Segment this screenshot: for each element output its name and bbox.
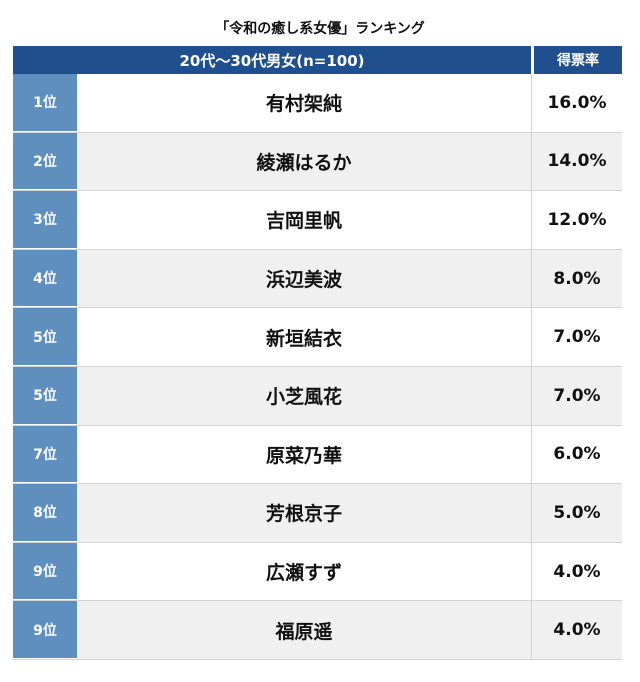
name-cell: 福原遥	[77, 601, 531, 659]
column-divider	[531, 542, 532, 601]
rank-cell: 4位	[13, 249, 77, 308]
column-divider	[531, 366, 532, 425]
name-cell: 綾瀬はるか	[77, 132, 531, 191]
rate-cell: 14.0%	[532, 132, 622, 191]
rate-cell: 12.0%	[532, 191, 622, 249]
rate-cell: 7.0%	[532, 366, 622, 425]
ranking-table: 20代〜30代男女(n=100) 得票率 1位 有村架純 16.0% 2位 綾瀬はるか 1…	[13, 46, 622, 660]
table-row: 2位 綾瀬はるか 14.0%	[13, 132, 622, 192]
rate-cell: 4.0%	[532, 542, 622, 601]
rank-cell: 9位	[13, 601, 77, 659]
table-row: 9位 福原遥 4.0%	[13, 601, 622, 660]
table-row: 8位 芳根京子 5.0%	[13, 484, 622, 543]
column-divider	[531, 249, 532, 308]
rank-cell: 2位	[13, 132, 77, 191]
column-divider	[531, 308, 532, 366]
name-cell: 芳根京子	[77, 484, 531, 542]
rank-cell: 8位	[13, 484, 77, 542]
header-rate: 得票率	[534, 46, 622, 74]
column-divider	[531, 132, 532, 191]
rate-cell: 8.0%	[532, 249, 622, 308]
name-cell: 小芝風花	[77, 366, 531, 425]
rank-cell: 3位	[13, 191, 77, 249]
rank-cell: 5位	[13, 366, 77, 425]
rate-cell: 16.0%	[532, 74, 622, 132]
name-cell: 吉岡里帆	[77, 191, 531, 249]
rank-cell: 9位	[13, 542, 77, 601]
table-row: 5位 小芝風花 7.0%	[13, 366, 622, 426]
chart-title: 「令和の癒し系女優」ランキング	[215, 21, 425, 37]
rate-cell: 7.0%	[532, 308, 622, 366]
rate-cell: 4.0%	[532, 601, 622, 659]
name-cell: 広瀬すず	[77, 542, 531, 601]
table-row: 7位 原菜乃華 6.0%	[13, 425, 622, 485]
column-divider	[531, 74, 532, 132]
rank-cell: 7位	[13, 425, 77, 484]
name-cell: 新垣結衣	[77, 308, 531, 366]
table-row: 3位 吉岡里帆 12.0%	[13, 191, 622, 250]
name-cell: 有村架純	[77, 74, 531, 132]
rate-cell: 5.0%	[532, 484, 622, 542]
column-divider	[531, 601, 532, 659]
table-row: 1位 有村架純 16.0%	[13, 74, 622, 133]
header-divider	[531, 46, 534, 74]
rank-cell: 5位	[13, 308, 77, 366]
name-cell: 浜辺美波	[77, 249, 531, 308]
table-body: 1位 有村架純 16.0% 2位 綾瀬はるか 14.0% 3位 吉岡里帆 12.0% 4位 浜辺美波…	[13, 74, 622, 660]
table-row: 5位 新垣結衣 7.0%	[13, 308, 622, 367]
rank-cell: 1位	[13, 74, 77, 132]
table-header: 20代〜30代男女(n=100) 得票率	[13, 46, 622, 74]
table-row: 9位 広瀬すず 4.0%	[13, 542, 622, 602]
rate-cell: 6.0%	[532, 425, 622, 484]
table-row: 4位 浜辺美波 8.0%	[13, 249, 622, 309]
column-divider	[531, 191, 532, 249]
column-divider	[531, 484, 532, 542]
header-group: 20代〜30代男女(n=100)	[13, 46, 531, 74]
name-cell: 原菜乃華	[77, 425, 531, 484]
column-divider	[531, 425, 532, 484]
